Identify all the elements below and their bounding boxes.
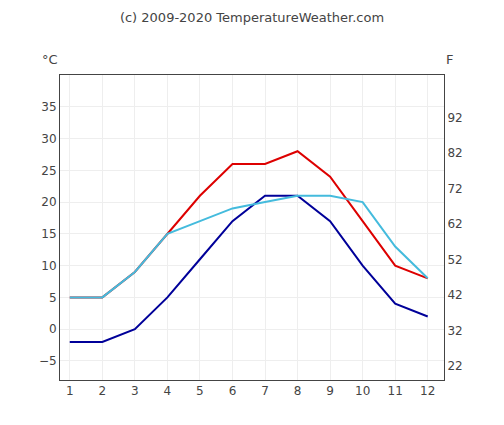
svg-text:52: 52 — [447, 253, 462, 267]
svg-text:°C: °C — [42, 52, 58, 67]
svg-text:20: 20 — [41, 195, 56, 209]
svg-text:12: 12 — [420, 384, 435, 398]
svg-text:3: 3 — [131, 384, 139, 398]
svg-text:(c) 2009-2020 TemperatureWeath: (c) 2009-2020 TemperatureWeather.com — [120, 10, 384, 25]
svg-text:10: 10 — [41, 259, 56, 273]
svg-text:11: 11 — [388, 384, 403, 398]
svg-text:2: 2 — [98, 384, 106, 398]
svg-text:15: 15 — [41, 227, 56, 241]
svg-text:42: 42 — [447, 288, 462, 302]
svg-text:92: 92 — [447, 111, 462, 125]
svg-text:9: 9 — [326, 384, 334, 398]
svg-text:6: 6 — [229, 384, 237, 398]
svg-text:72: 72 — [447, 182, 462, 196]
svg-text:5: 5 — [49, 291, 57, 305]
svg-text:7: 7 — [261, 384, 269, 398]
svg-text:35: 35 — [41, 100, 56, 114]
svg-text:62: 62 — [447, 217, 462, 231]
svg-text:1: 1 — [66, 384, 74, 398]
svg-text:22: 22 — [447, 359, 462, 373]
svg-text:F: F — [446, 52, 453, 67]
svg-text:4: 4 — [164, 384, 172, 398]
svg-text:5: 5 — [196, 384, 204, 398]
svg-text:−5: −5 — [39, 354, 57, 368]
svg-text:25: 25 — [41, 164, 56, 178]
svg-text:10: 10 — [355, 384, 370, 398]
svg-text:32: 32 — [447, 324, 462, 338]
svg-text:0: 0 — [49, 322, 57, 336]
svg-text:82: 82 — [447, 146, 462, 160]
svg-text:30: 30 — [41, 132, 56, 146]
svg-text:8: 8 — [294, 384, 302, 398]
